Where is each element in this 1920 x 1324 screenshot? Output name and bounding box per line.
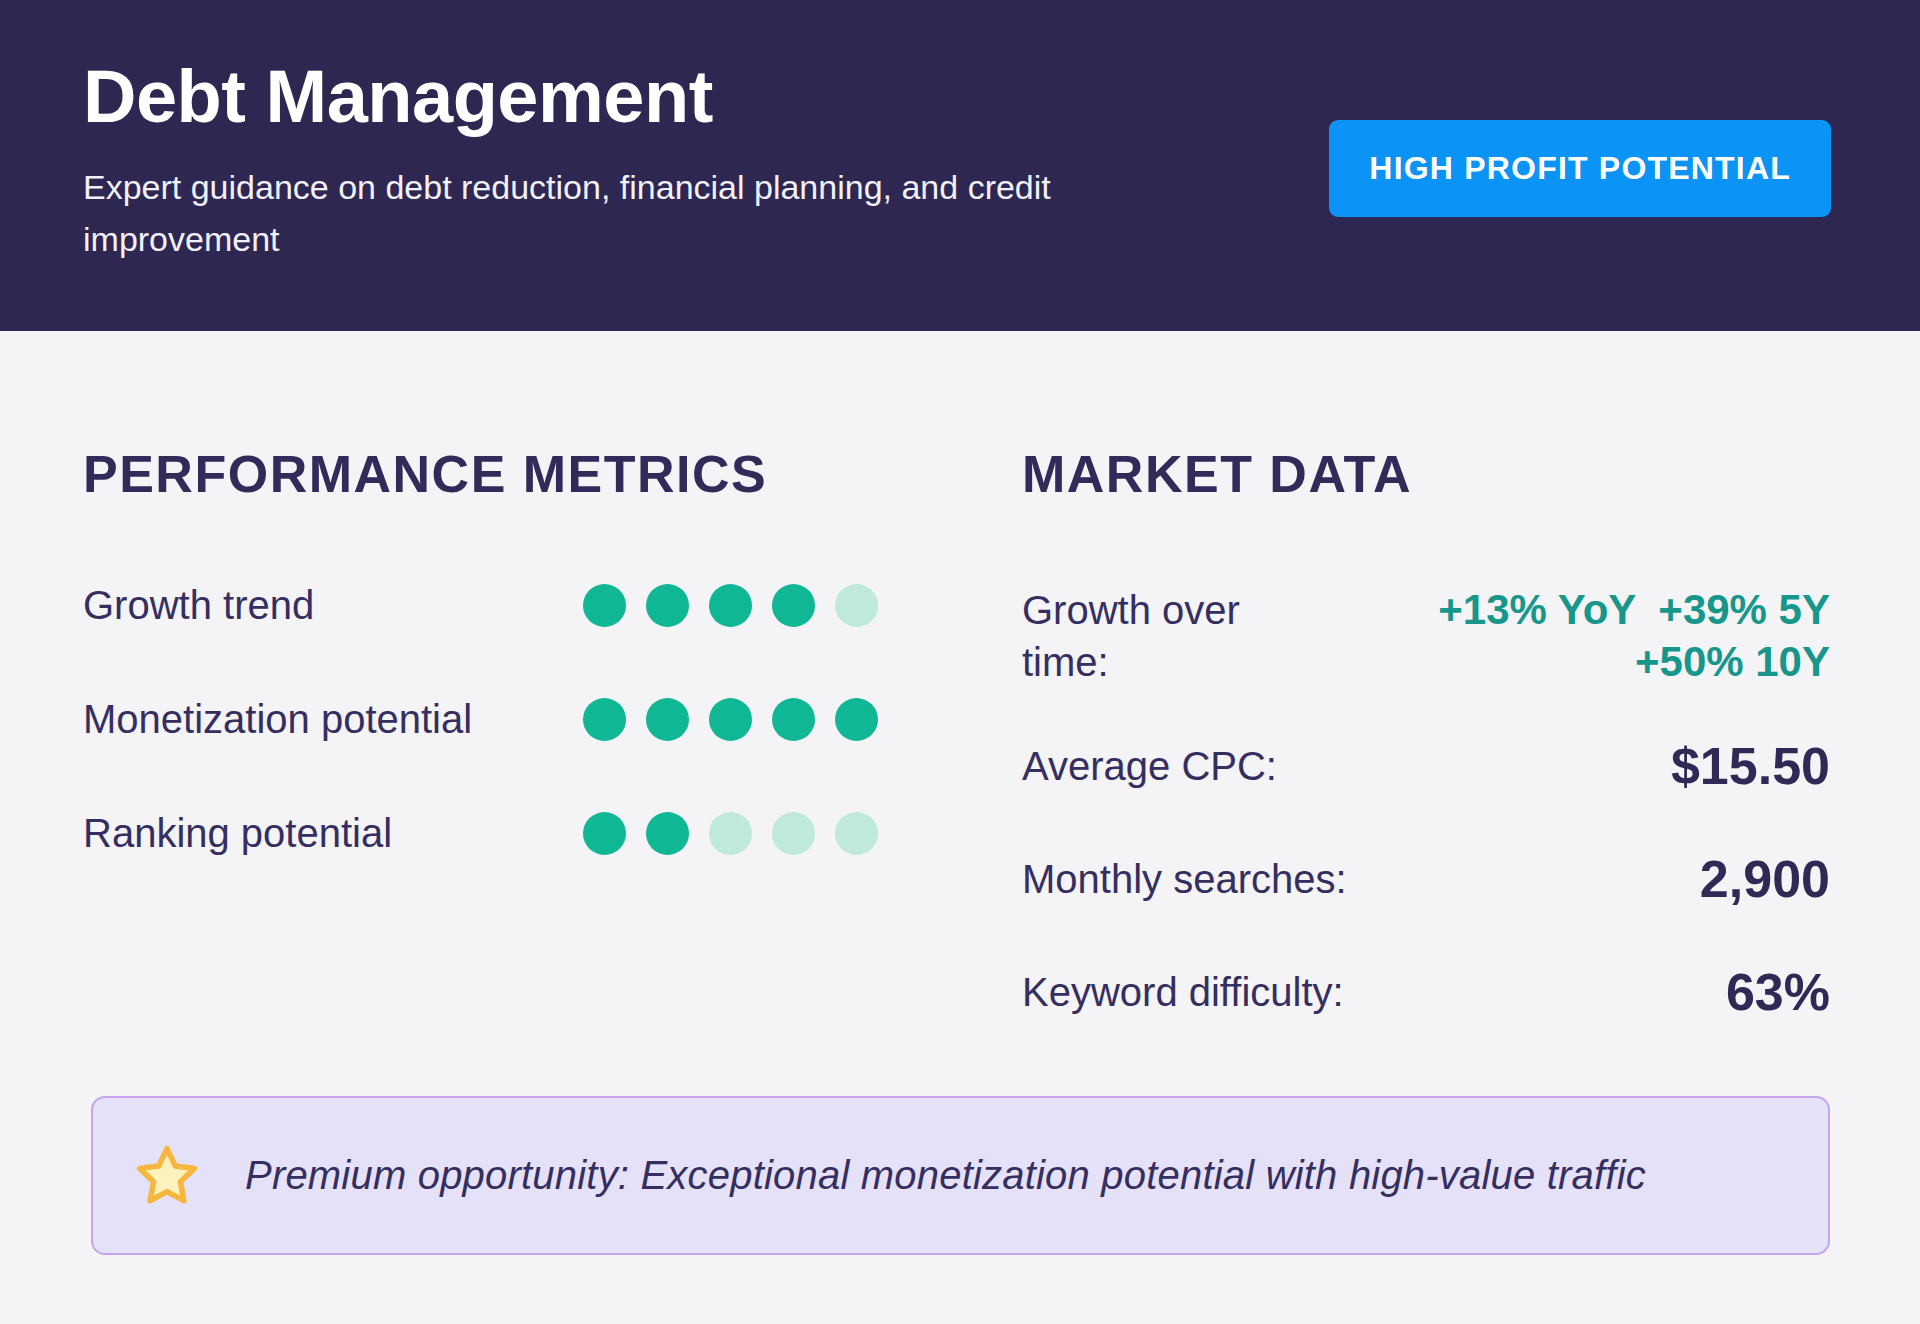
market-value: $15.50 — [1671, 740, 1830, 792]
star-icon — [131, 1141, 203, 1211]
rating-dot-filled — [583, 698, 626, 741]
growth-value-10y: +50% 10Y — [1635, 638, 1830, 685]
market-label: Growth over time: — [1022, 584, 1272, 688]
metric-row-ranking-potential: Ranking potential — [83, 812, 878, 855]
growth-value-yoy: +13% YoY — [1438, 584, 1636, 636]
market-value: 63% — [1726, 966, 1830, 1018]
market-row-growth-over-time: Growth over time: +13% YoY +39% 5Y +50% … — [1022, 584, 1830, 688]
rating-dot-filled — [709, 698, 752, 741]
card-header: Debt Management Expert guidance on debt … — [0, 0, 1920, 331]
metric-label: Growth trend — [83, 583, 314, 628]
metric-row-monetization-potential: Monetization potential — [83, 698, 878, 741]
rating-dot-empty — [772, 812, 815, 855]
profit-potential-badge: HIGH PROFIT POTENTIAL — [1329, 120, 1831, 217]
rating-dot-filled — [835, 698, 878, 741]
card-body: PERFORMANCE METRICS Growth trend Monetiz… — [0, 331, 1920, 1324]
market-row-keyword-difficulty: Keyword difficulty: 63% — [1022, 966, 1830, 1018]
rating-dots — [583, 698, 878, 741]
rating-dots — [583, 584, 878, 627]
market-rows: Average CPC: $15.50 Monthly searches: 2,… — [1022, 740, 1830, 1018]
rating-dot-filled — [646, 698, 689, 741]
rating-dot-empty — [709, 812, 752, 855]
rating-dot-filled — [772, 584, 815, 627]
growth-value-5y: +39% 5Y — [1658, 584, 1830, 636]
rating-dot-filled — [772, 698, 815, 741]
premium-opportunity-banner: Premium opportunity: Exceptional monetiz… — [91, 1096, 1830, 1255]
metric-label: Ranking potential — [83, 811, 392, 856]
premium-opportunity-text: Premium opportunity: Exceptional monetiz… — [245, 1153, 1646, 1198]
content-columns: PERFORMANCE METRICS Growth trend Monetiz… — [83, 448, 1830, 1018]
rating-dots — [583, 812, 878, 855]
rating-dot-empty — [835, 812, 878, 855]
topic-card: Debt Management Expert guidance on debt … — [0, 0, 1920, 1324]
market-value: 2,900 — [1700, 853, 1830, 905]
rating-dot-filled — [646, 812, 689, 855]
market-data-heading: MARKET DATA — [1022, 448, 1830, 500]
rating-dot-filled — [583, 812, 626, 855]
market-data-section: MARKET DATA Growth over time: +13% YoY +… — [1022, 448, 1830, 1018]
rating-dot-filled — [646, 584, 689, 627]
growth-values-line1: +13% YoY +39% 5Y — [1438, 584, 1830, 636]
market-row-monthly-searches: Monthly searches: 2,900 — [1022, 853, 1830, 905]
rating-dot-empty — [835, 584, 878, 627]
page-subtitle: Expert guidance on debt reduction, finan… — [83, 161, 1243, 265]
rating-dot-filled — [583, 584, 626, 627]
metric-label: Monetization potential — [83, 697, 472, 742]
market-label: Keyword difficulty: — [1022, 966, 1344, 1018]
performance-metrics-heading: PERFORMANCE METRICS — [83, 448, 878, 500]
rating-dot-filled — [709, 584, 752, 627]
metric-row-growth-trend: Growth trend — [83, 584, 878, 627]
performance-metrics-section: PERFORMANCE METRICS Growth trend Monetiz… — [83, 448, 878, 855]
market-row-average-cpc: Average CPC: $15.50 — [1022, 740, 1830, 792]
metric-rows: Growth trend Monetization potential Rank… — [83, 584, 878, 855]
growth-values: +13% YoY +39% 5Y +50% 10Y — [1438, 584, 1830, 688]
market-label: Average CPC: — [1022, 740, 1277, 792]
market-label: Monthly searches: — [1022, 853, 1347, 905]
